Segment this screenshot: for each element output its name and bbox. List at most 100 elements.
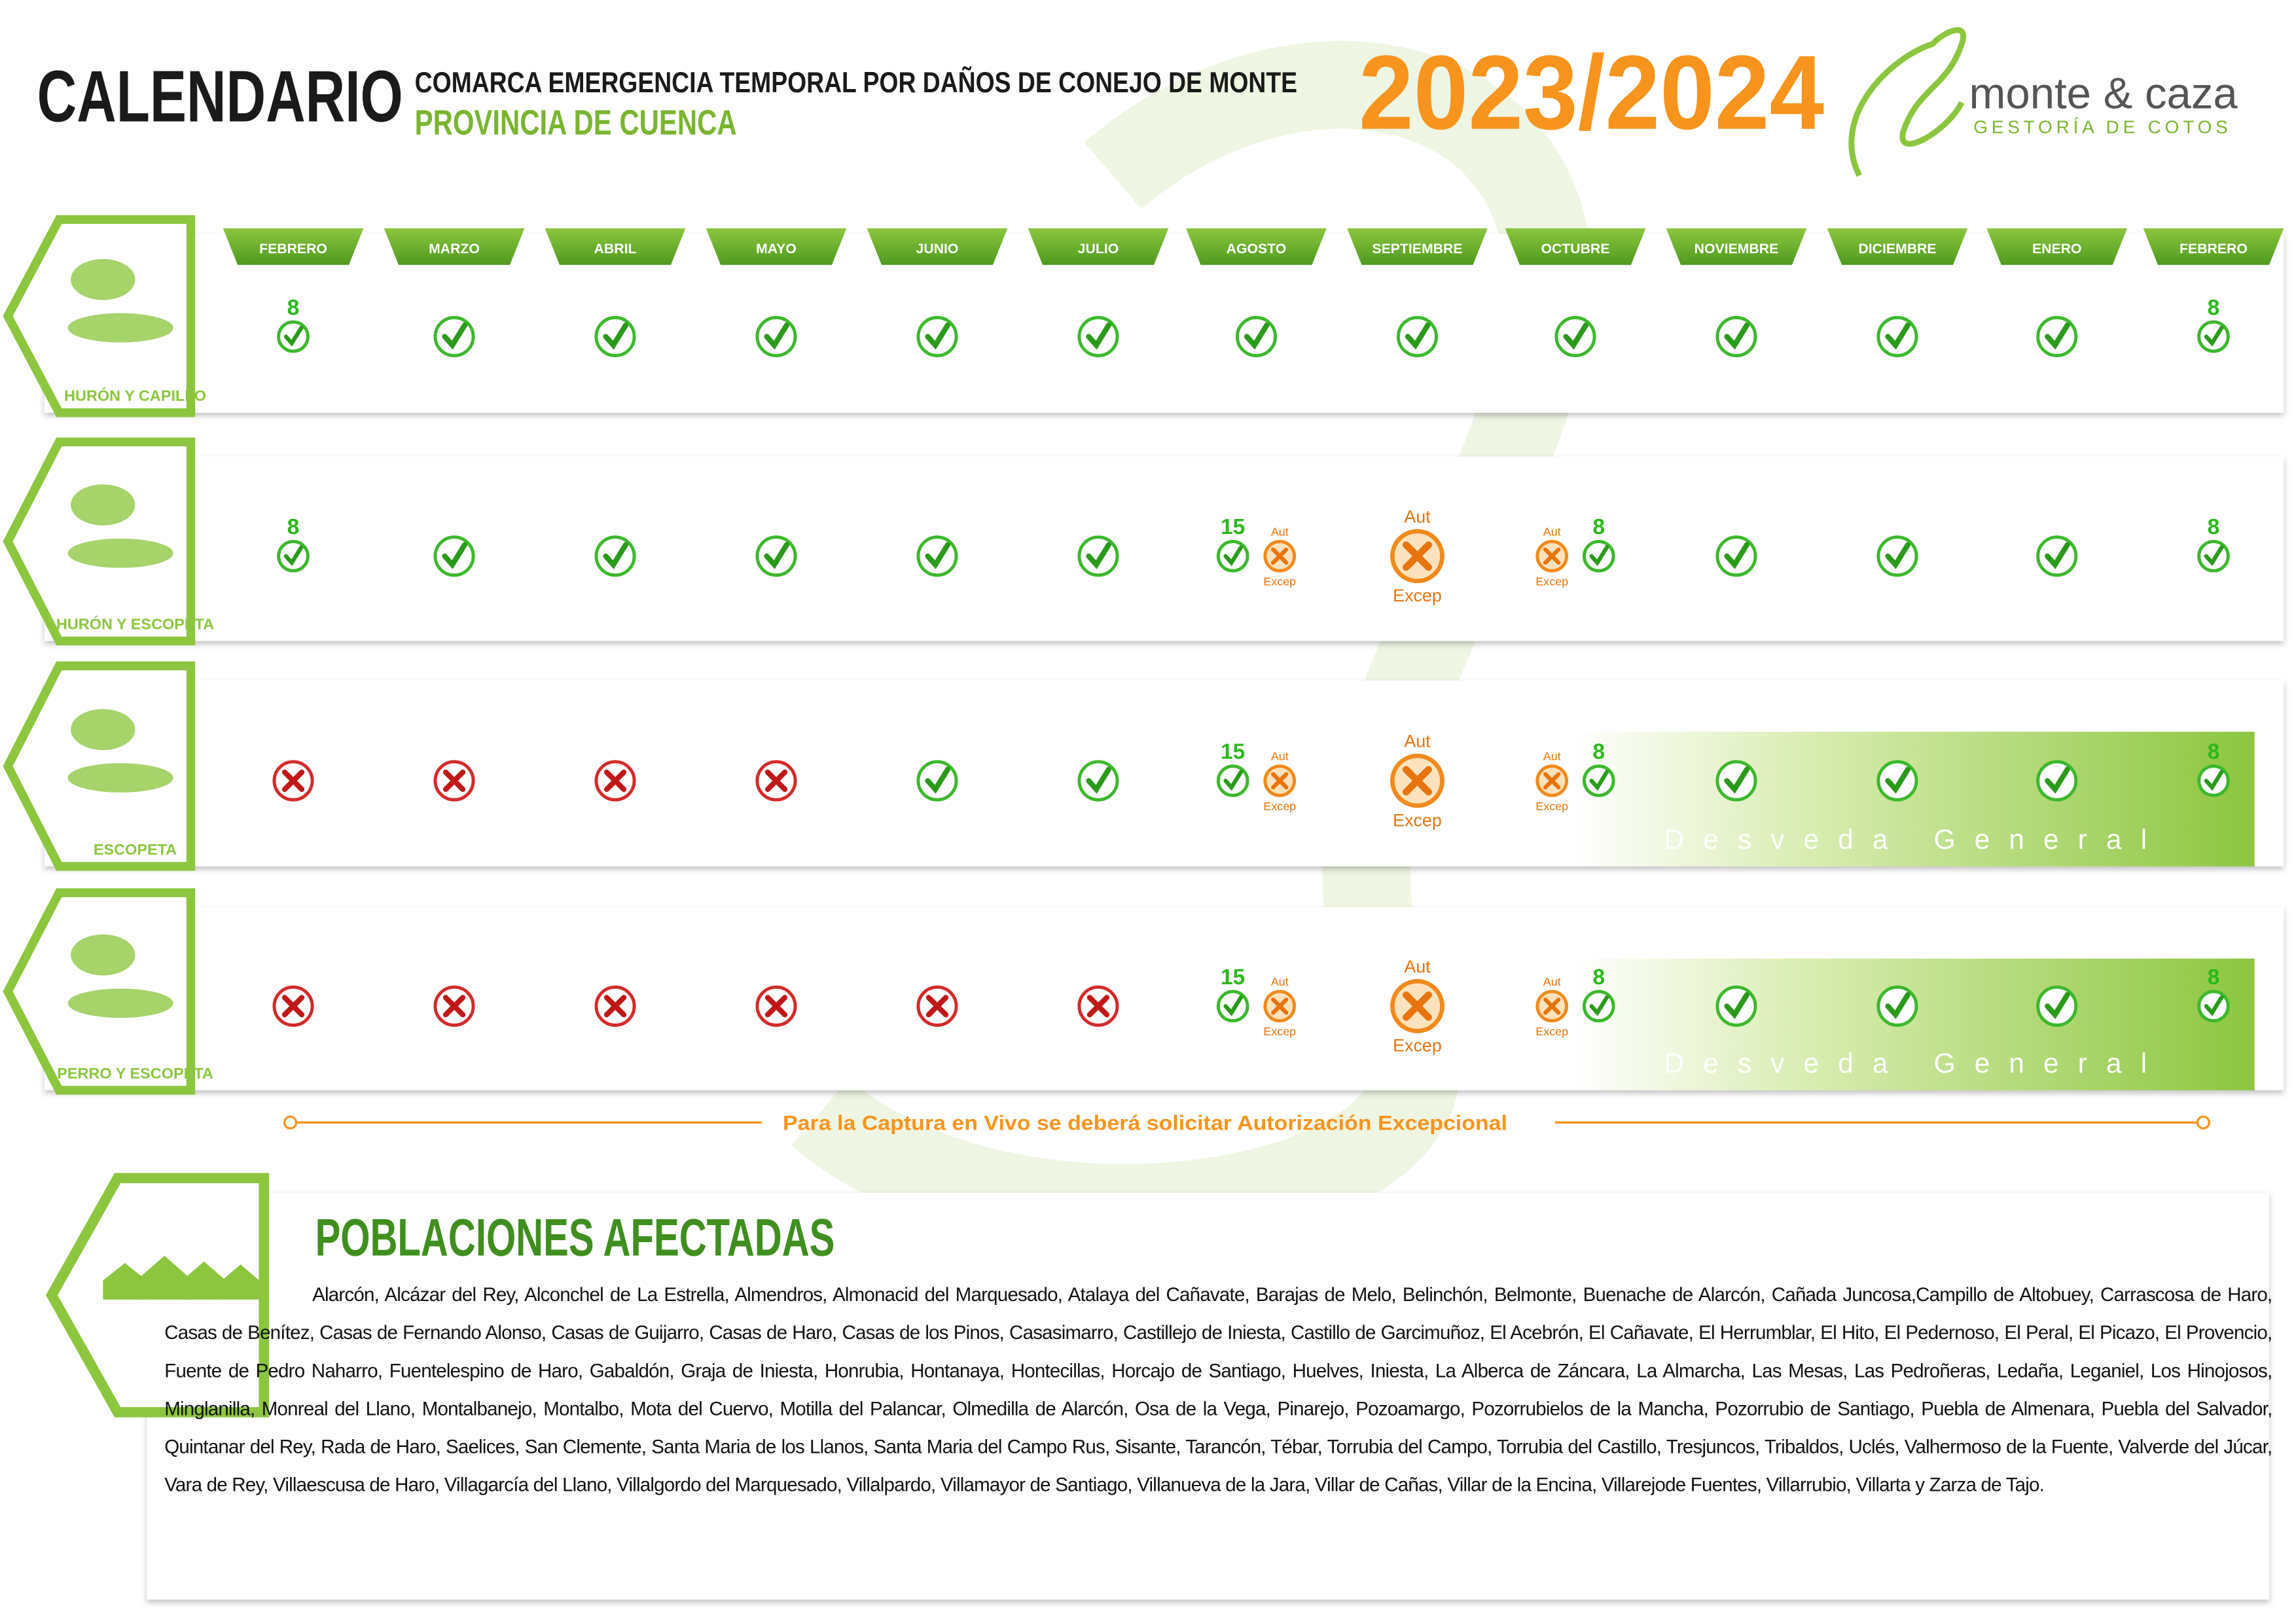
- status-ok: [2036, 760, 2078, 802]
- status-symbol: [281, 769, 305, 793]
- note-dot: [2196, 1115, 2210, 1130]
- excep-label: Excep: [1393, 810, 1442, 830]
- status-ok: [433, 535, 475, 577]
- row-label: HURÓN Y ESCOPETA: [56, 615, 214, 633]
- aut-label: Aut: [1543, 750, 1561, 763]
- status-ok: [2197, 320, 2230, 353]
- status-ok: [2036, 535, 2078, 577]
- status-ok: [755, 535, 797, 577]
- month-tab: [2143, 228, 2284, 265]
- status-ok: [1554, 315, 1596, 357]
- status-symbol: [442, 322, 468, 350]
- brand-tagline: GESTORÍA DE COTOS: [1973, 116, 2231, 137]
- excep-label: Excep: [1535, 1025, 1568, 1038]
- status-symbol: [1724, 542, 1750, 569]
- month: FEBRERO: [2179, 241, 2248, 257]
- excep-label: Excep: [1393, 586, 1442, 605]
- status-symbol: [603, 322, 629, 350]
- status-ok: [1876, 315, 1918, 357]
- animal-icon: [67, 538, 173, 568]
- status-ok: [1715, 985, 1757, 1027]
- status-ok: [594, 315, 636, 357]
- status-ok: [277, 539, 310, 573]
- status-ok: [2197, 990, 2230, 1023]
- month: SEPTIEMBRE: [1372, 241, 1462, 257]
- aut-label: Aut: [1271, 975, 1289, 988]
- aut-label: Aut: [1271, 525, 1289, 538]
- status-ok: [2197, 539, 2230, 573]
- status-symbol: [764, 542, 790, 569]
- month: DICIEMBRE: [1858, 241, 1936, 257]
- month: NOVIEMBRE: [1695, 241, 1779, 257]
- month-tab: [867, 228, 1008, 265]
- status-ok: [1582, 764, 1615, 797]
- month-tab: [1666, 228, 1807, 265]
- status-ok: [594, 535, 636, 577]
- calendar-grid: HURÓN Y CAPILLO 8 8 HURÓN Y ESCOPETA 8 15 Aut E…: [3, 215, 2284, 1095]
- month-tab: [384, 228, 525, 265]
- status-symbol: [925, 995, 949, 1018]
- month-tab: [706, 228, 847, 265]
- status-symbol: [603, 769, 627, 793]
- aut-label: Aut: [1404, 957, 1431, 976]
- animal-icon: [71, 709, 135, 751]
- month: MARZO: [429, 241, 480, 257]
- note: Para la Captura en Vivo se deberá solici…: [783, 1111, 1507, 1134]
- animal-icon: [71, 259, 135, 300]
- day: 8: [287, 296, 300, 320]
- day: 8: [287, 515, 300, 539]
- status-symbol: [1589, 770, 1609, 791]
- row-label: PERRO Y ESCOPETA: [57, 1065, 213, 1082]
- status-ok: [2197, 764, 2230, 797]
- excep-label: Excep: [1393, 1036, 1442, 1056]
- month-tab: [1505, 228, 1646, 265]
- aut-label: Aut: [1271, 750, 1289, 763]
- excep-label: Excep: [1263, 575, 1296, 588]
- status-ok: [1216, 764, 1249, 797]
- day: 8: [2208, 965, 2220, 990]
- day: 15: [1221, 515, 1245, 539]
- status-symbol: [1086, 322, 1112, 350]
- status-symbol: [1885, 766, 1911, 794]
- status-ok: [1876, 760, 1918, 802]
- status-ok: [916, 315, 958, 357]
- status-symbol: [1543, 772, 1561, 790]
- status-symbol: [1403, 541, 1432, 571]
- status-symbol: [2204, 770, 2224, 791]
- month: AGOSTO: [1227, 241, 1287, 257]
- status-symbol: [1086, 995, 1110, 1018]
- day: 8: [1592, 515, 1605, 539]
- status-symbol: [1223, 995, 1244, 1016]
- status-ok: [1077, 315, 1119, 357]
- aut-label: Aut: [1404, 507, 1431, 526]
- status-ok: [1396, 315, 1439, 357]
- month: ENERO: [2032, 241, 2082, 257]
- animal-icon: [67, 313, 173, 343]
- status-symbol: [1543, 997, 1561, 1015]
- brand: monte & caza: [1969, 69, 2238, 118]
- row-panel: [44, 456, 2284, 641]
- aut-label: Aut: [1543, 975, 1561, 988]
- status-symbol: [2045, 991, 2070, 1020]
- status-symbol: [1563, 322, 1589, 350]
- day: 8: [2208, 515, 2220, 539]
- status-symbol: [2204, 995, 2224, 1016]
- day: 8: [1592, 965, 1605, 990]
- excep-label: Excep: [1263, 1025, 1296, 1038]
- status-ok: [433, 315, 475, 357]
- status-symbol: [1405, 322, 1431, 350]
- status-symbol: [1403, 991, 1432, 1021]
- status-ok: [2036, 315, 2078, 357]
- day: 15: [1221, 740, 1245, 764]
- month-tab: [1347, 228, 1488, 265]
- towns-text: Alarcón, Alcázar del Rey, Alconchel de L…: [164, 1283, 2272, 1495]
- month-tab: [223, 228, 364, 265]
- status-symbol: [764, 995, 788, 1018]
- season: 2023/2024: [1359, 34, 1824, 152]
- row-label: HURÓN Y CAPILLO: [64, 387, 206, 404]
- animal-icon: [67, 763, 173, 793]
- status-ok: [1216, 539, 1249, 573]
- status-symbol: [1244, 322, 1270, 350]
- status-symbol: [1223, 770, 1244, 791]
